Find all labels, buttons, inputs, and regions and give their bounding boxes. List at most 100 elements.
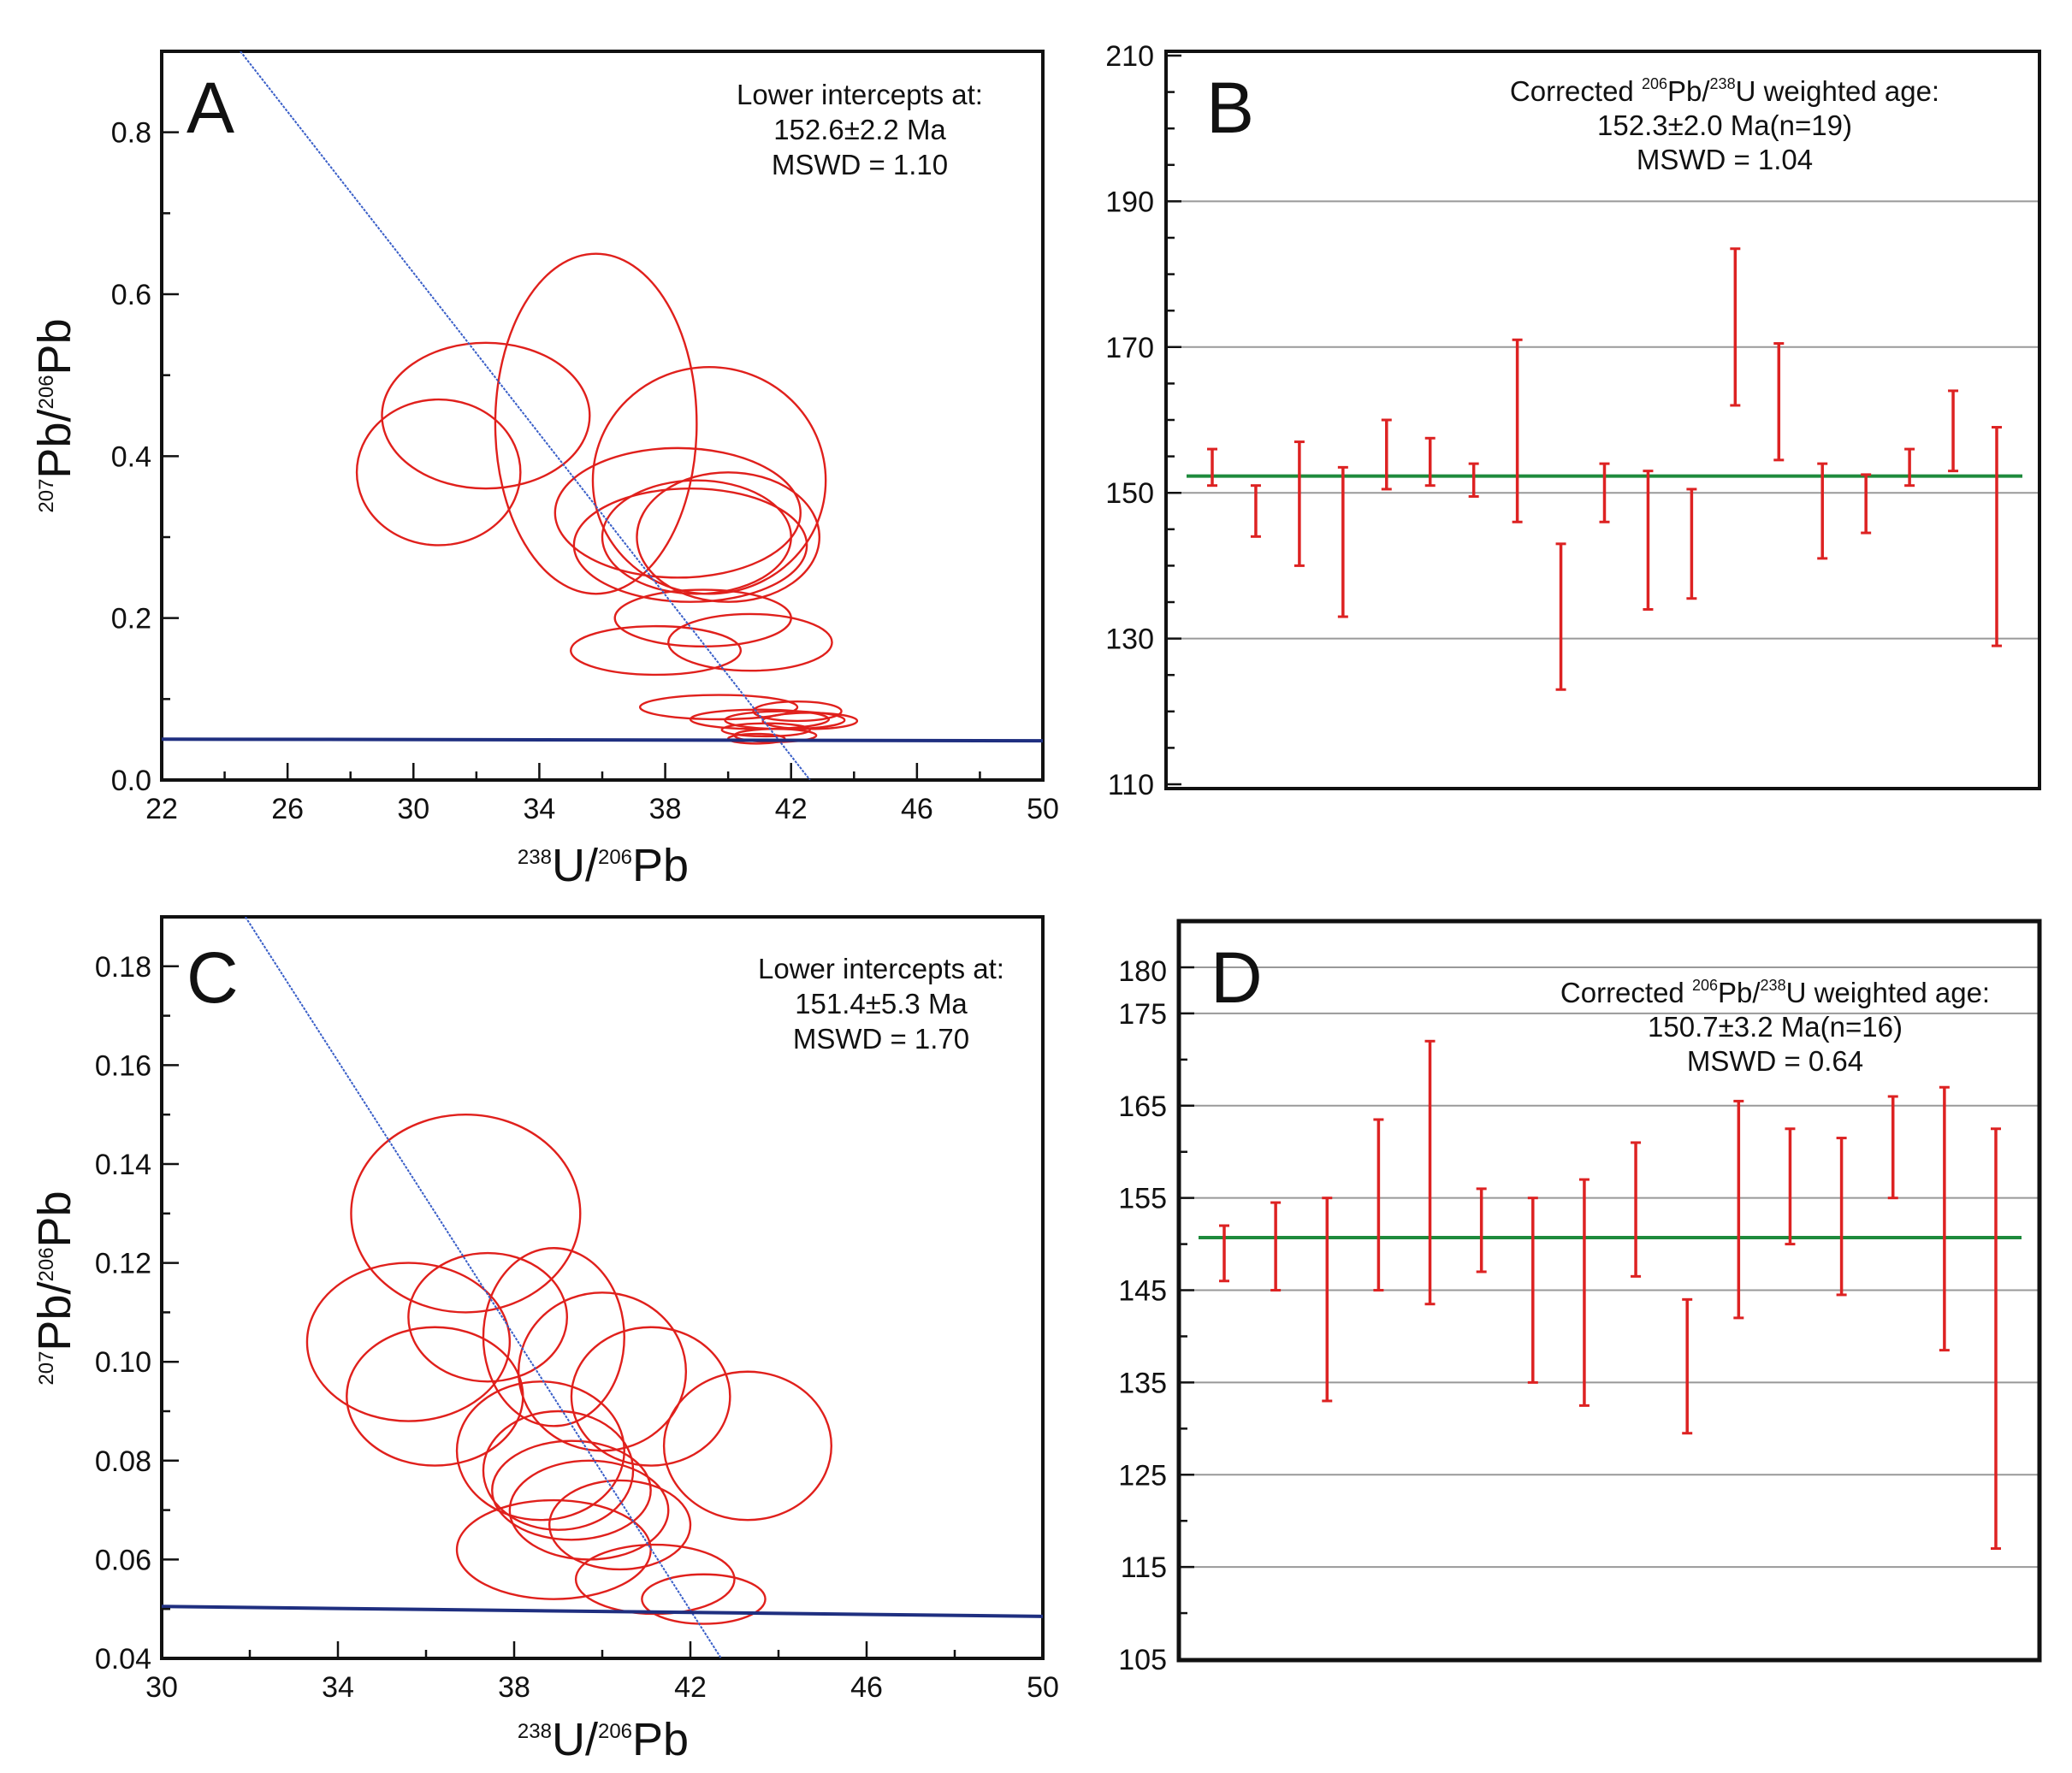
error-bar: [1730, 247, 1741, 407]
y-tick-label: 0.14: [95, 1149, 151, 1181]
annotation-age: 152.3±2.0 Ma(n=19): [1597, 109, 1852, 141]
error-bar: [1686, 488, 1697, 600]
error-bar: [1337, 465, 1348, 618]
x-tick-label: 50: [1027, 793, 1059, 825]
error-ellipse: [350, 1114, 582, 1314]
x-tick-label: 34: [322, 1671, 354, 1704]
error-bar: [1322, 1197, 1333, 1403]
error-bar: [1424, 436, 1436, 488]
y-tick-label: 135: [1118, 1367, 1167, 1399]
x-tick-label: 46: [850, 1671, 883, 1704]
error-ellipse: [636, 471, 821, 603]
axis-ticks: 30 34 38 42 46 50 0.04 0.06 0.08 0.10 0.12 0.14 0.16…: [95, 915, 1059, 1704]
error-bar: [1991, 1127, 2001, 1551]
y-tick-label: 175: [1118, 998, 1167, 1031]
panel-letter-b: B: [1206, 68, 1254, 148]
x-tick-label: 42: [775, 793, 808, 825]
error-bar: [1904, 447, 1915, 488]
error-ellipse: [548, 1479, 692, 1571]
x-tick-label: 42: [674, 1671, 707, 1704]
error-ellipse: [601, 479, 792, 595]
error-bar: [1773, 342, 1785, 462]
y-tick-label: 145: [1118, 1275, 1167, 1308]
error-ellipse: [355, 398, 522, 547]
error-ellipse: [491, 1439, 652, 1541]
error-ellipse: [613, 588, 792, 647]
y-axis-title: 207Pb/206Pb: [29, 1191, 80, 1385]
axis-ticks: 105 115 125 135 145 155 165 175 180: [1118, 955, 1194, 1676]
error-bar: [1270, 1201, 1282, 1292]
error-bar: [1733, 1099, 1744, 1320]
error-ellipse: [638, 694, 799, 721]
x-tick-label: 30: [397, 793, 429, 825]
error-ellipse: [572, 488, 808, 603]
error-ellipse: [482, 1247, 625, 1427]
error-ellipse: [662, 1370, 833, 1522]
error-ellipse: [752, 700, 843, 723]
y-tick-label: 0.0: [111, 765, 151, 797]
error-bar: [1631, 1141, 1642, 1278]
annotation-mswd: MSWD = 0.64: [1687, 1045, 1863, 1077]
plot-marks: [1179, 966, 2039, 1569]
error-bar: [1682, 1297, 1693, 1435]
y-tick-label: 110: [1108, 769, 1154, 801]
error-bar: [1992, 426, 2002, 647]
error-bar: [1250, 484, 1261, 538]
panel-c: 30 34 38 42 46 50 0.04 0.06 0.08 0.10 0.12 0.14 0.16…: [29, 915, 1059, 1765]
y-tick-label: 0.10: [95, 1346, 151, 1379]
discordia-line: [240, 51, 811, 780]
y-tick-label: 155: [1118, 1183, 1167, 1215]
concordia-curve: [162, 1605, 1043, 1618]
error-bar: [1527, 1197, 1538, 1384]
error-bar: [1785, 1127, 1796, 1246]
annotation-age: 151.4±5.3 Ma: [795, 988, 968, 1019]
y-tick-label: 165: [1118, 1090, 1167, 1123]
error-bar: [1424, 1039, 1436, 1306]
error-bar: [1948, 389, 1959, 473]
x-tick-label: 38: [649, 793, 682, 825]
error-bar: [1817, 462, 1828, 560]
annotation-title: Corrected 206Pb/238U weighted age:: [1510, 75, 1939, 107]
error-ellipse: [346, 1326, 524, 1467]
annotation-age: 152.6±2.2 Ma: [773, 114, 946, 145]
y-tick-label: 210: [1105, 40, 1154, 73]
plot-frame: [1164, 50, 2041, 790]
error-bar: [1861, 473, 1872, 535]
y-tick-label: 0.16: [95, 1049, 151, 1082]
y-tick-label: 180: [1118, 955, 1167, 988]
y-tick-label: 0.2: [111, 603, 151, 635]
y-tick-label: 0.08: [95, 1445, 151, 1478]
x-tick-label: 46: [901, 793, 933, 825]
error-bar: [1643, 470, 1654, 612]
error-bar: [1555, 542, 1566, 691]
error-bar: [1578, 1178, 1590, 1407]
panel-b: 110 130 150 170 190 210 B Corrected 206Pb/238…: [1105, 40, 2041, 801]
panel-a: 22 26 30 34 38 42 46 50 0.0 0.2 0.4 0.6 0.8 A Lower …: [29, 50, 1059, 891]
error-ellipse: [570, 624, 743, 677]
panel-letter-c: C: [186, 937, 239, 1018]
error-bar: [1599, 462, 1610, 523]
x-tick-label: 38: [498, 1671, 530, 1704]
concordia-curve: [162, 737, 1043, 743]
y-tick-label: 125: [1118, 1459, 1167, 1492]
error-ellipse: [667, 612, 833, 672]
annotation-mswd: MSWD = 1.10: [772, 149, 948, 180]
error-bar: [1468, 462, 1479, 498]
y-tick-label: 130: [1105, 624, 1154, 656]
axis-ticks: 110 130 150 170 190 210: [1105, 40, 1181, 801]
x-tick-label: 50: [1027, 1671, 1059, 1704]
x-axis-title: 238U/206Pb: [518, 1714, 689, 1765]
error-bar: [1887, 1095, 1898, 1200]
error-ellipse: [455, 1498, 652, 1600]
error-ellipse: [641, 1573, 767, 1625]
discordia-line: [245, 917, 722, 1658]
y-tick-label: 0.06: [95, 1544, 151, 1576]
error-ellipse: [407, 1251, 568, 1383]
error-bar: [1476, 1187, 1487, 1274]
error-ellipse: [381, 341, 591, 490]
y-axis-title: 207Pb/206Pb: [29, 318, 80, 512]
error-bar: [1373, 1118, 1384, 1292]
y-tick-label: 0.8: [111, 117, 151, 150]
panel-letter-a: A: [186, 68, 234, 148]
annotation-line-1: Lower intercepts at:: [758, 953, 1004, 984]
